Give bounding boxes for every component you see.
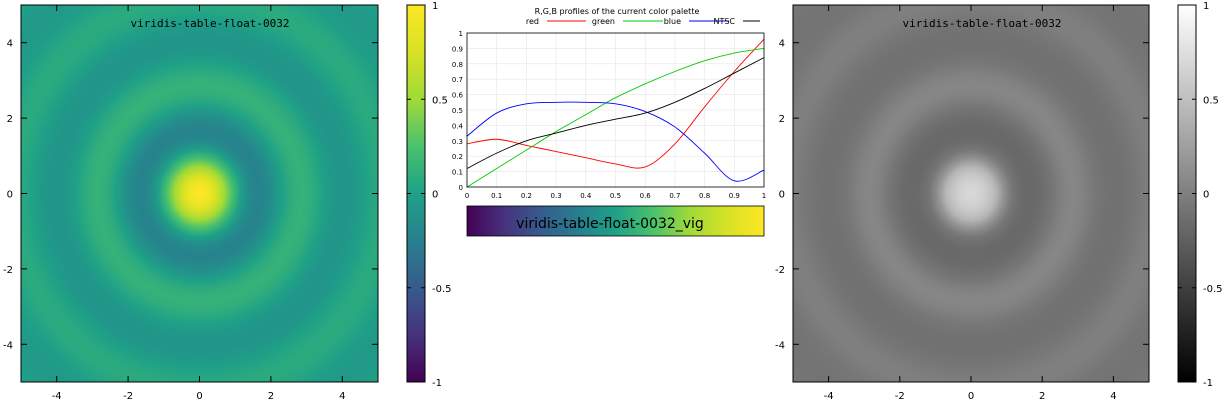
legend-label-green: green (592, 17, 615, 26)
profile-x-tick-label: 0.6 (640, 192, 652, 200)
profile-x-tick-label: 1 (762, 192, 766, 200)
right-y-tick-label: -4 (775, 340, 785, 351)
profile-y-tick-label: 1 (459, 30, 463, 38)
left-x-axis: -4 -2 0 2 4 (52, 5, 345, 402)
profile-y-tick-label: 0.2 (452, 153, 463, 161)
profile-x-tick-label: 0.4 (580, 192, 592, 200)
left-y-tick-label: 2 (7, 114, 13, 125)
profile-x-tick-label: 0.9 (729, 192, 740, 200)
palette-gradient-bar (466, 205, 765, 237)
right-heatmap-image (793, 5, 1149, 382)
profile-title: R,G,B profiles of the current color pale… (535, 7, 700, 16)
left-y-tick-label: 0 (7, 190, 13, 201)
profile-y-axis: 0 0.1 0.2 0.3 0.4 0.5 0.6 0.7 0.8 0.9 1 (452, 30, 464, 192)
left-heatmap-panel: viridis-table-float-0032 -4 -2 0 2 4 4 2 0 -2 -4 (3, 4, 379, 402)
right-colorbar-tick-label: -0.5 (1203, 284, 1222, 295)
profile-x-tick-label: 0.3 (551, 192, 562, 200)
right-colorbar-tick-label: 0.5 (1203, 95, 1219, 106)
left-x-tick-label: -2 (123, 391, 133, 402)
right-y-axis: 4 2 0 -2 -4 (775, 39, 1149, 351)
profile-plot-frame (466, 32, 765, 188)
profile-legend: red green blue NTSC (526, 17, 760, 26)
series-line-ntsc (466, 57, 765, 169)
right-heatmap-panel: viridis-table-float-0032 -4 -2 0 2 4 4 2 0 -2 -4 (775, 4, 1150, 402)
profile-y-tick-label: 0.5 (452, 107, 463, 115)
profile-y-tick-label: 0.9 (452, 45, 463, 53)
right-colorbar-ticks: 1 0.5 0 -0.5 -1 (1178, 1, 1222, 389)
right-y-tick-label: 4 (779, 39, 785, 50)
left-y-tick-label: -2 (3, 265, 13, 276)
right-x-tick-label: 0 (968, 391, 974, 402)
legend-label-blue: blue (664, 17, 681, 26)
left-colorbar-tick-label: -1 (432, 378, 442, 389)
profile-x-tick-label: 0.1 (491, 192, 502, 200)
right-colorbar-tick-label: 1 (1203, 1, 1209, 12)
right-y-tick-label: -2 (775, 265, 785, 276)
right-colorbar-tick-label: 0 (1203, 190, 1209, 201)
profile-y-tick-label: 0.8 (452, 61, 463, 69)
legend-label-ntsc: NTSC (713, 17, 735, 26)
left-heatmap-image (21, 5, 378, 382)
profile-y-tick-label: 0.6 (452, 92, 464, 100)
left-colorbar-tick-label: 0.5 (432, 95, 448, 106)
profile-x-tick-label: 0 (465, 192, 469, 200)
left-colorbar-tick-label: -0.5 (432, 284, 452, 295)
left-y-axis: 4 2 0 -2 -4 (3, 39, 378, 351)
left-x-tick-label: -4 (52, 391, 62, 402)
profile-y-tick-label: 0.7 (452, 76, 463, 84)
right-y-tick-label: 2 (779, 114, 785, 125)
profile-y-tick-label: 0.4 (452, 122, 464, 130)
left-y-tick-label: -4 (3, 340, 13, 351)
profile-y-tick-label: 0.1 (452, 169, 463, 177)
profile-x-tick-label: 0.7 (669, 192, 680, 200)
series-line-red (466, 38, 765, 169)
series-line-green (466, 47, 765, 188)
right-x-tick-label: -4 (824, 391, 834, 402)
profile-x-tick-label: 0.8 (699, 192, 710, 200)
left-x-tick-label: 2 (268, 391, 274, 402)
palette-gradient-label: viridis-table-float-0032_vig (516, 216, 704, 232)
left-colorbar-tick-label: 0 (432, 190, 438, 201)
profile-y-tick-label: 0.3 (452, 138, 463, 146)
profile-x-tick-label: 0.5 (610, 192, 621, 200)
right-map-title: viridis-table-float-0032 (903, 17, 1062, 30)
right-x-tick-label: 4 (1110, 391, 1116, 402)
profile-panel: R,G,B profiles of the current color pale… (452, 7, 766, 237)
legend-label-red: red (526, 17, 539, 26)
right-x-tick-label: -2 (895, 391, 905, 402)
profile-series (466, 38, 765, 188)
right-colorbar: 1 0.5 0 -0.5 -1 (1177, 1, 1222, 389)
profile-x-axis: 0 0.1 0.2 0.3 0.4 0.5 0.6 0.7 0.8 0.9 1 (465, 192, 766, 200)
profile-y-tick-label: 0 (459, 184, 463, 192)
profile-x-tick-label: 0.2 (521, 192, 532, 200)
left-x-tick-label: 4 (339, 391, 345, 402)
left-map-title: viridis-table-float-0032 (131, 17, 290, 30)
left-x-tick-label: 0 (196, 391, 202, 402)
left-colorbar-tick-label: 1 (432, 1, 438, 12)
left-colorbar: 1 0.5 0 -0.5 -1 (406, 1, 452, 389)
right-x-axis: -4 -2 0 2 4 (824, 5, 1117, 402)
series-line-blue (466, 101, 765, 182)
right-x-tick-label: 2 (1039, 391, 1045, 402)
left-colorbar-ticks: 1 0.5 0 -0.5 -1 (407, 1, 452, 389)
right-y-tick-label: 0 (779, 190, 785, 201)
left-y-tick-label: 4 (7, 39, 13, 50)
right-colorbar-tick-label: -1 (1203, 378, 1213, 389)
